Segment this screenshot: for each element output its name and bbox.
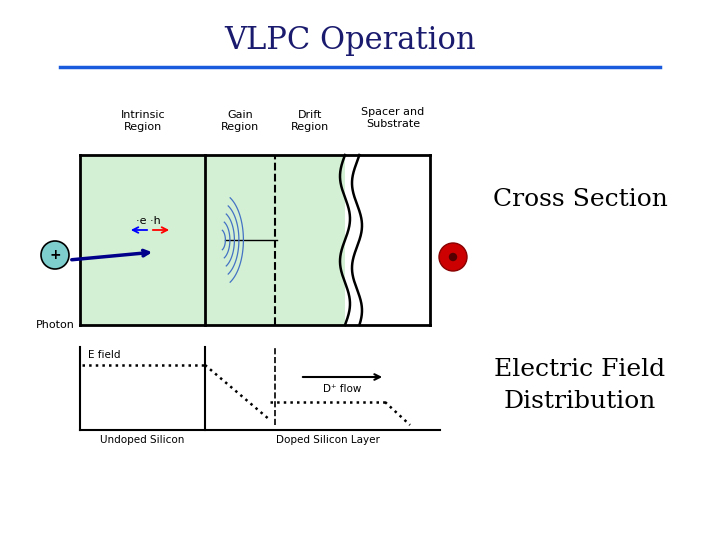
Text: +: +: [49, 248, 60, 262]
Text: Gain
Region: Gain Region: [221, 110, 259, 132]
Text: Photon: Photon: [35, 320, 74, 330]
Bar: [275, 155, 345, 325]
Bar: [80, 155, 205, 325]
Circle shape: [439, 243, 467, 271]
Circle shape: [41, 241, 69, 269]
Text: VLPC Operation: VLPC Operation: [224, 24, 476, 56]
Bar: [205, 155, 275, 325]
Text: Undoped Silicon: Undoped Silicon: [100, 435, 185, 445]
Text: E field: E field: [88, 350, 120, 360]
Text: D⁺ flow: D⁺ flow: [323, 384, 361, 394]
Text: Cross Section: Cross Section: [492, 188, 667, 212]
Text: Drift
Region: Drift Region: [291, 110, 329, 132]
Text: Intrinsic
Region: Intrinsic Region: [121, 110, 166, 132]
Circle shape: [449, 253, 456, 260]
Text: Doped Silicon Layer: Doped Silicon Layer: [276, 435, 379, 445]
Text: ·e ·h: ·e ·h: [135, 216, 161, 226]
Text: Spacer and
Substrate: Spacer and Substrate: [361, 107, 425, 129]
Text: Electric Field
Distribution: Electric Field Distribution: [495, 357, 665, 413]
Bar: [345, 155, 430, 325]
